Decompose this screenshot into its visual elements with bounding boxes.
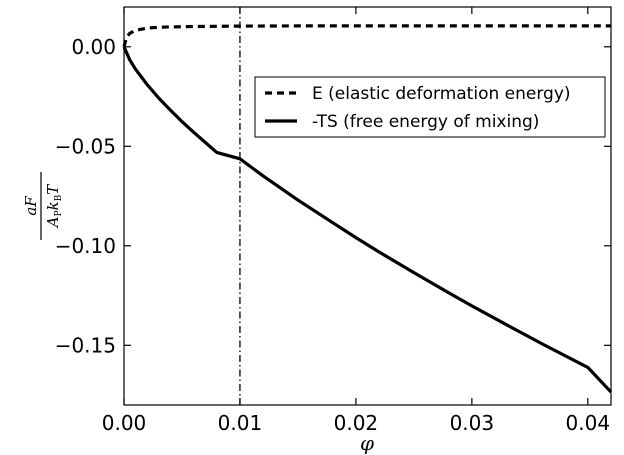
x-tick-label: 0.04 bbox=[566, 411, 611, 435]
legend-box bbox=[254, 76, 606, 138]
y-tick-label: −0.10 bbox=[55, 234, 116, 258]
legend-label-elastic: E (elastic deformation energy) bbox=[312, 84, 571, 104]
x-tick-label: 0.00 bbox=[102, 411, 147, 435]
y-axis-label-den-k: k bbox=[44, 201, 62, 210]
y-axis-label-numerator: aF bbox=[22, 196, 40, 216]
y-axis-label-den-k-sub: B bbox=[54, 194, 64, 201]
y-axis-label-denominator: APkBT bbox=[44, 184, 64, 230]
series-layer bbox=[122, 24, 613, 394]
y-axis-label-den-a-sub: P bbox=[54, 210, 64, 216]
legend: E (elastic deformation energy) -TS (free… bbox=[254, 76, 606, 138]
series-line-mixing-free-energy bbox=[122, 46, 613, 394]
y-tick-label: −0.15 bbox=[55, 333, 116, 357]
series-line-elastic-energy bbox=[122, 24, 611, 48]
x-tick-label: 0.03 bbox=[450, 411, 495, 435]
tick-layer: 0.00 0.01 0.02 0.03 0.04 0.00 −0.05 −0.10 −0.15 bbox=[55, 7, 611, 435]
plot-area bbox=[124, 7, 611, 405]
plot-frame bbox=[123, 6, 612, 406]
x-axis-label: φ bbox=[360, 431, 374, 455]
y-axis-label-den-t: T bbox=[44, 184, 62, 195]
y-axis-label-den-a: A bbox=[44, 216, 62, 229]
legend-label-mixing: -TS (free energy of mixing) bbox=[312, 112, 539, 132]
y-axis-label: aF APkBT bbox=[22, 172, 64, 240]
y-tick-label: −0.05 bbox=[55, 134, 116, 158]
x-tick-label: 0.01 bbox=[218, 411, 263, 435]
x-tick-label: 0.02 bbox=[334, 411, 379, 435]
y-tick-label: 0.00 bbox=[71, 35, 116, 59]
